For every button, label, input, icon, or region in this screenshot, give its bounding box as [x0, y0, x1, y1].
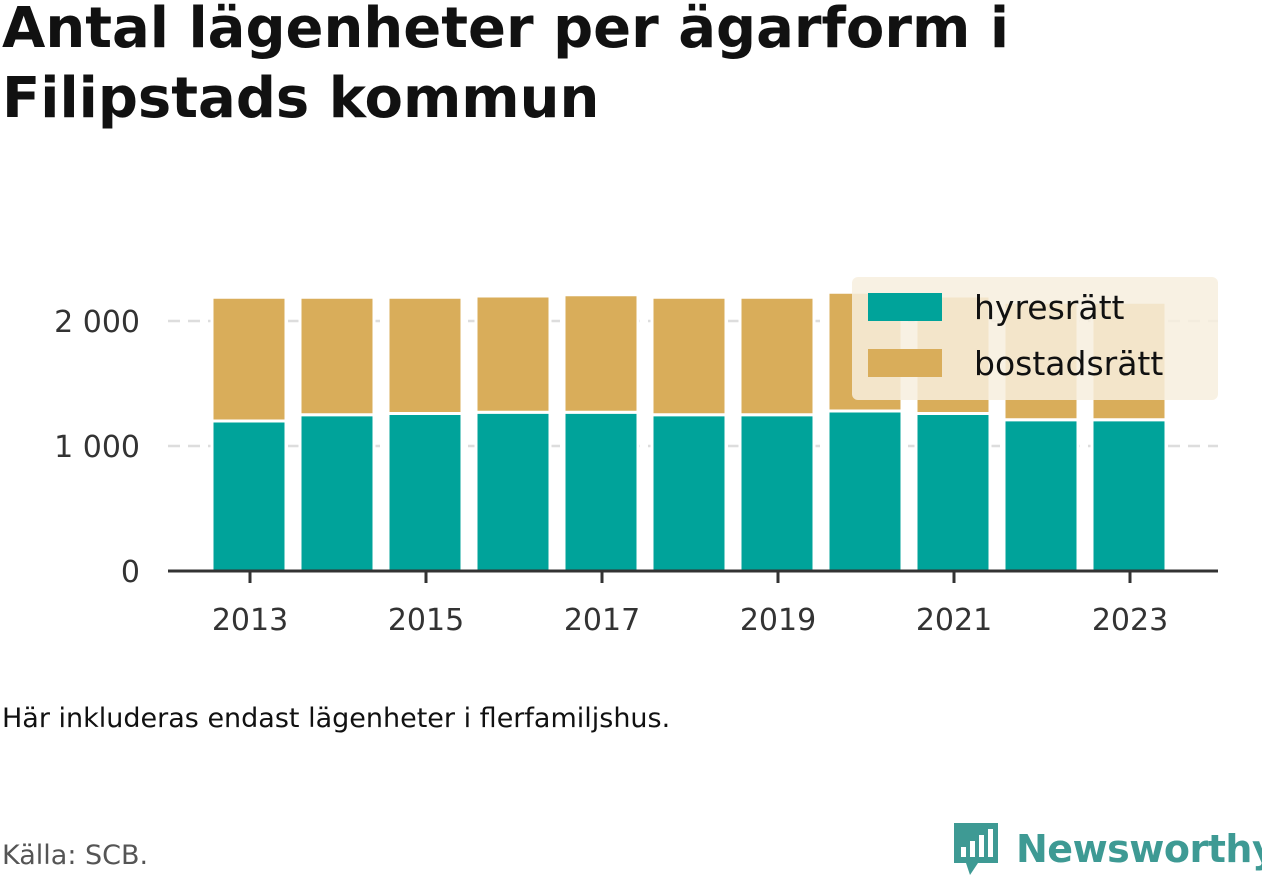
- bar-hyresratt-2019: [738, 413, 816, 573]
- x-tick-label: 2015: [388, 603, 464, 638]
- bar-hyresratt-2018: [650, 413, 728, 573]
- legend-swatch-hyresratt: [868, 293, 942, 321]
- legend-swatch-bostadsratt: [868, 349, 942, 377]
- bar-bostadsratt-2019: [738, 295, 816, 417]
- bar-bostadsratt-2016: [474, 294, 552, 414]
- bar-bostadsratt-2013: [210, 295, 288, 423]
- bar-hyresratt-2023: [1090, 418, 1168, 573]
- y-tick-label: 1 000: [54, 430, 140, 465]
- source-text: Källa: SCB.: [2, 840, 149, 871]
- legend-label: hyresrätt: [974, 288, 1125, 327]
- x-tick-label: 2017: [564, 603, 640, 638]
- x-tick-label: 2019: [740, 603, 816, 638]
- bar-hyresratt-2020: [826, 409, 904, 573]
- chart-title: Antal lägenheter per ägarform i Filipsta…: [2, 0, 1010, 131]
- y-tick-label: 0: [121, 555, 140, 590]
- bar-hyresratt-2015: [386, 412, 464, 573]
- x-tick-label: 2023: [1092, 603, 1168, 638]
- bar-bostadsratt-2014: [298, 295, 376, 417]
- bar-bostadsratt-2017: [562, 293, 640, 414]
- bar-hyresratt-2022: [1002, 418, 1080, 573]
- bar-hyresratt-2017: [562, 410, 640, 573]
- bar-bostadsratt-2018: [650, 295, 728, 417]
- bar-hyresratt-2016: [474, 410, 552, 573]
- y-tick-label: 2 000: [54, 305, 140, 340]
- brand-logo[interactable]: Newsworthy: [950, 818, 1262, 880]
- x-tick-label: 2021: [916, 603, 992, 638]
- chart-area: 0 1 000 2 000 2013 2015 2017 2019 2021 2023 hyre…: [54, 277, 1218, 638]
- bar-hyresratt-2021: [914, 412, 992, 573]
- bar-hyresratt-2014: [298, 413, 376, 573]
- brand-name: Newsworthy: [1016, 827, 1262, 871]
- newsworthy-logo-icon: [954, 823, 998, 875]
- legend: hyresrätt bostadsrätt: [852, 277, 1218, 400]
- bar-bostadsratt-2015: [386, 295, 464, 415]
- legend-background: [852, 277, 1218, 400]
- axes: 0 1 000 2 000 2013 2015 2017 2019 2021 2023: [54, 305, 1218, 638]
- footnote: Här inkluderas endast lägenheter i flerf…: [2, 703, 671, 734]
- bar-hyresratt-2013: [210, 419, 288, 573]
- legend-label: bostadsrätt: [974, 344, 1163, 383]
- x-tick-label: 2013: [212, 603, 288, 638]
